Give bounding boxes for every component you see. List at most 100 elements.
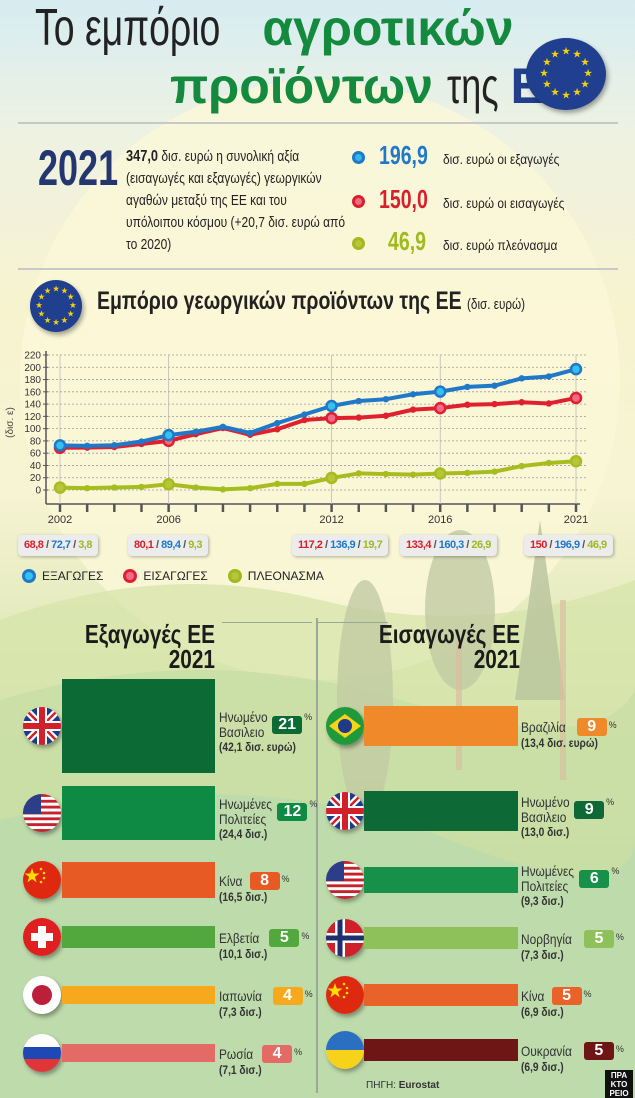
- separator: /: [153, 539, 162, 551]
- value-surplus: 26,9: [471, 539, 491, 551]
- data-point: [192, 484, 199, 491]
- data-point: [491, 468, 498, 475]
- data-point: [219, 423, 227, 430]
- data-point: [464, 469, 471, 477]
- data-point: [545, 459, 553, 467]
- star-icon: ★: [572, 50, 581, 61]
- data-point: [83, 442, 91, 450]
- source-name: Eurostat: [398, 1080, 440, 1091]
- data-point: [219, 486, 227, 493]
- surplus-dot-icon: [352, 237, 365, 250]
- percent-sign: %: [301, 931, 310, 941]
- ukraine-flag-icon: [326, 1031, 364, 1069]
- section-divider: [316, 618, 318, 1093]
- star-icon: ★: [69, 300, 77, 310]
- y-tick-label: 140: [24, 400, 41, 411]
- percent-sign: %: [304, 989, 313, 999]
- percent-badge: 4: [262, 1045, 293, 1063]
- imports-bar: [364, 926, 518, 950]
- data-point: [301, 411, 308, 418]
- trade-value: (16,5 δισ.): [219, 890, 268, 904]
- legend-surplus: ΠΛΕΟΝΑΣΜΑ: [227, 569, 324, 583]
- value-exports: 72,7: [51, 539, 71, 551]
- star-icon: ★: [572, 88, 581, 99]
- star-icon: ★: [38, 292, 46, 302]
- data-point: [409, 391, 417, 398]
- chart-title-unit: (δισ. ευρώ): [467, 296, 526, 313]
- russia-flag-icon: [23, 1034, 61, 1072]
- star-icon: ★: [61, 315, 69, 325]
- percent-badge: 5: [583, 1042, 614, 1060]
- divider: [222, 622, 312, 623]
- star-icon: ★: [542, 80, 551, 91]
- divider: [318, 622, 388, 623]
- imports-row-label: Κίνα 5% (6,9 δισ.): [521, 987, 592, 1019]
- imports-legend-icon: [123, 569, 138, 583]
- star-icon: ★: [67, 309, 75, 319]
- y-tick-label: 160: [24, 387, 41, 398]
- source-label: ΠΗΓΗ:: [366, 1080, 396, 1091]
- star-icon: ★: [67, 292, 75, 302]
- y-axis-label: (δισ. ε): [5, 407, 16, 438]
- y-tick-label: 20: [30, 473, 42, 484]
- x-tick-label: 2016: [428, 514, 452, 526]
- star-icon: ★: [580, 58, 589, 69]
- uk-flag-icon: [326, 792, 364, 830]
- value-exports: 89,4: [161, 539, 181, 551]
- data-point: [274, 419, 281, 427]
- china-flag-icon: [326, 976, 364, 1014]
- imports-year: 2021: [473, 644, 520, 674]
- imports-row-label: Ηνωμένες Πολιτείες 6% (9,3 δισ.): [521, 864, 619, 909]
- separator: /: [70, 539, 79, 551]
- percent-sign: %: [615, 1044, 624, 1054]
- value-surplus: 46,9: [587, 539, 607, 551]
- exports-year: 2021: [168, 644, 215, 674]
- separator: /: [546, 539, 555, 551]
- exports-bar: [62, 1044, 215, 1062]
- star-icon: ★: [561, 47, 570, 58]
- data-point: [409, 406, 417, 413]
- exports-legend-icon: [22, 569, 36, 583]
- exports-bar: [62, 925, 215, 949]
- data-point: [545, 373, 553, 380]
- percent-sign: %: [294, 1047, 303, 1057]
- us-flag-icon: [23, 794, 61, 832]
- data-point: [274, 426, 281, 433]
- imports-row-label: Νορβηγία 5% (7,3 δισ.): [521, 930, 624, 962]
- percent-sign: %: [606, 797, 615, 807]
- exports-heading: Εξαγωγές ΕΕ 2021: [55, 621, 215, 674]
- imports-bar: [364, 790, 518, 832]
- trade-value: (9,3 δισ.): [521, 894, 564, 908]
- eu-stars-icon: ★ ★★★★★★★★★★★: [539, 47, 592, 102]
- trade-value: (13,4 δισ. ευρώ): [521, 736, 598, 750]
- exports-row-label: Ηνωμένες Πολιτείες 12% (24,4 δισ.): [219, 796, 317, 842]
- divider: [18, 122, 618, 124]
- country-name: Ηνωμένες Πολιτείες: [219, 796, 272, 827]
- series-line-2: [59, 459, 577, 492]
- eu-flag-icon: ★ ★ ★ ★ ★ ★ ★ ★ ★ ★ ★ ★: [526, 38, 606, 110]
- summary-total-value: 347,0: [126, 148, 159, 165]
- country-name: Βραζιλία: [521, 718, 566, 735]
- data-point: [162, 428, 175, 442]
- data-point: [53, 439, 67, 452]
- data-point: [138, 483, 145, 491]
- country-name: Ουκρανία: [521, 1042, 572, 1059]
- value-surplus: 3,8: [78, 539, 92, 551]
- trade-value: (13,0 δισ.): [521, 825, 570, 839]
- data-point: [518, 462, 525, 470]
- value-box-2002: 68,8 / 72,7 / 3,8: [18, 535, 98, 556]
- source-note: ΠΗΓΗ: Eurostat: [366, 1080, 439, 1091]
- main-title: Το εμπόριο αγροτικών: [35, 0, 514, 56]
- surplus-legend-icon: [227, 569, 242, 583]
- value-box-2016: 133,4 / 160,3 / 26,9: [400, 535, 497, 556]
- us-flag-icon: [326, 861, 364, 899]
- value-imports: 150: [530, 539, 547, 551]
- trade-value: (7,3 δισ.): [219, 1005, 262, 1019]
- data-point: [491, 400, 498, 408]
- separator: /: [43, 539, 52, 551]
- percent-badge: 5: [269, 929, 300, 947]
- y-tick-label: 60: [30, 449, 42, 460]
- imports-bar: [364, 983, 518, 1007]
- kpi-surplus: 46,9 δισ. ευρώ πλεόνασμα: [352, 226, 578, 257]
- imports-row-label: Βραζιλία 9% (13,4 δισ. ευρώ): [521, 718, 617, 750]
